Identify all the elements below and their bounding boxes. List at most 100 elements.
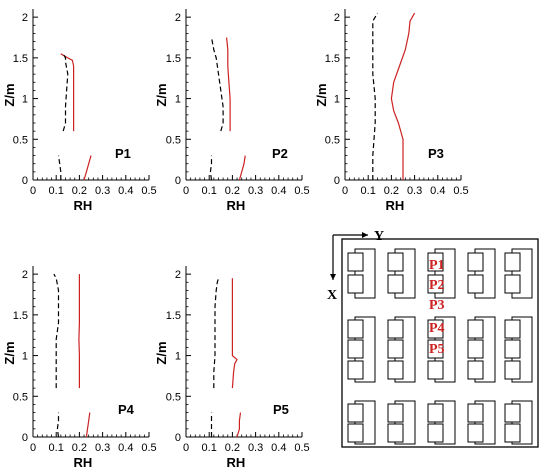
- measurement-layout-diagram: Y X P1 P2 P3 P4 P5: [327, 229, 539, 448]
- x-tick-label: 0.1: [202, 442, 217, 454]
- rack-unit: [387, 339, 404, 359]
- x-tick-label: 0.3: [95, 185, 110, 197]
- y-tick-label: 1: [175, 94, 181, 106]
- y-tick-label: 2: [22, 12, 28, 24]
- rack-unit: [427, 339, 444, 359]
- x-tick-label: 0.5: [453, 185, 468, 197]
- rack-unit: [467, 423, 484, 443]
- y-tick-label: 1.5: [325, 53, 340, 65]
- plot-point-label: P4: [118, 402, 135, 417]
- rack-unit: [504, 360, 521, 380]
- y-axis-title: Z/m: [2, 341, 17, 364]
- x-tick-label: 0: [342, 185, 348, 197]
- rack-unit: [427, 403, 444, 423]
- x-tick-label: 0.2: [384, 185, 399, 197]
- plot-point-label: P1: [115, 146, 131, 161]
- y-tick-label: 0.5: [13, 134, 28, 146]
- plot-p5: 0 0.1 0.2 0.3 0.4 0.5 0 0.5 1 1.5 2 RH Z/m P5: [154, 266, 310, 468]
- x-tick-label: 0: [30, 442, 36, 454]
- rack-grid: [347, 248, 533, 445]
- series-line-dashed-black: [213, 278, 220, 389]
- series-line-solid-red: [78, 274, 81, 389]
- point-label-p5: P5: [429, 342, 445, 357]
- x-tick-label: 0.5: [141, 442, 156, 454]
- rack: [467, 400, 496, 445]
- rack-unit: [504, 423, 521, 443]
- y-tick-label: 1: [334, 94, 340, 106]
- x-tick-label: 0.5: [141, 185, 156, 197]
- rack: [427, 316, 456, 383]
- y-tick-label: 2: [175, 12, 181, 24]
- y-tick-label: 2: [175, 269, 181, 281]
- plot-point-label: P5: [273, 402, 289, 417]
- x-tick-label: 0: [30, 185, 36, 197]
- x-tick-label: 0.2: [72, 442, 87, 454]
- x-tick-label: 0.3: [248, 442, 263, 454]
- rack-unit: [467, 319, 484, 339]
- x-tick-label: 0.4: [430, 185, 445, 197]
- y-tick-label: 2: [334, 12, 340, 24]
- rack: [427, 248, 456, 299]
- series-line-dashed-black: [372, 12, 379, 180]
- plot-p1: 0 0.1 0.2 0.3 0.4 0.5 0 0.5 1 1.5 2 RH Z/m P1: [2, 9, 157, 213]
- series-line-dashed-black: [209, 155, 213, 181]
- rack: [427, 400, 456, 445]
- x-tick-label: 0.1: [49, 442, 64, 454]
- series-line-solid-red: [60, 53, 75, 132]
- y-tick-label: 0: [334, 175, 340, 187]
- series-line-solid-red: [226, 37, 231, 132]
- plot-p2: 0 0.1 0.2 0.3 0.4 0.5 0 0.5 1 1.5 2 RH Z/m P2: [154, 9, 310, 213]
- x-tick-label: 0.2: [225, 442, 240, 454]
- rack-unit: [347, 274, 364, 294]
- x-axis-title: RH: [73, 198, 92, 213]
- x-tick-label: 0.4: [271, 185, 286, 197]
- rack-unit: [387, 403, 404, 423]
- rack-unit: [504, 319, 521, 339]
- y-tick-label: 1.5: [13, 310, 28, 322]
- y-axis-arrow-label: Y: [374, 229, 384, 244]
- y-tick-label: 0: [175, 432, 181, 444]
- rack-unit: [467, 252, 484, 272]
- y-tick-label: 0: [22, 175, 28, 187]
- series-line-dashed-black: [57, 155, 62, 180]
- series-line-solid-red: [236, 412, 242, 438]
- rack-unit: [504, 274, 521, 294]
- x-axis-title: RH: [226, 455, 245, 468]
- rack: [387, 316, 416, 383]
- x-tick-label: 0.3: [407, 185, 422, 197]
- y-tick-label: 1.5: [166, 53, 181, 65]
- rack-unit: [427, 360, 444, 380]
- series-line-solid-red: [238, 155, 246, 181]
- series-line-solid-red: [85, 412, 91, 438]
- rack-unit: [347, 360, 364, 380]
- series-line-solid-red: [231, 278, 238, 389]
- x-tick-label: 0.3: [95, 442, 110, 454]
- y-axis-title: Z/m: [154, 83, 169, 106]
- rack-unit: [467, 274, 484, 294]
- rack-unit: [387, 252, 404, 272]
- x-tick-label: 0.4: [118, 185, 133, 197]
- series-line-solid-red: [390, 12, 416, 180]
- y-tick-label: 1.5: [166, 310, 181, 322]
- series-line-dashed-black: [62, 53, 69, 132]
- y-axis-title: Z/m: [2, 83, 17, 106]
- series-line-solid-red: [83, 155, 92, 181]
- rack-unit: [387, 423, 404, 443]
- rack-unit: [504, 403, 521, 423]
- rack-unit: [427, 274, 444, 294]
- y-tick-label: 1.5: [13, 53, 28, 65]
- rack-unit: [427, 319, 444, 339]
- rack-unit: [347, 403, 364, 423]
- rack-unit: [347, 339, 364, 359]
- rack-unit: [387, 360, 404, 380]
- x-tick-label: 0: [183, 185, 189, 197]
- x-tick-label: 0.2: [72, 185, 87, 197]
- y-tick-label: 1: [22, 94, 28, 106]
- rack-unit: [347, 319, 364, 339]
- rack-unit: [347, 252, 364, 272]
- x-axis-title: RH: [385, 198, 404, 213]
- x-tick-label: 0.3: [248, 185, 263, 197]
- x-tick-label: 0: [183, 442, 189, 454]
- rack: [387, 248, 416, 299]
- rack-unit: [427, 423, 444, 443]
